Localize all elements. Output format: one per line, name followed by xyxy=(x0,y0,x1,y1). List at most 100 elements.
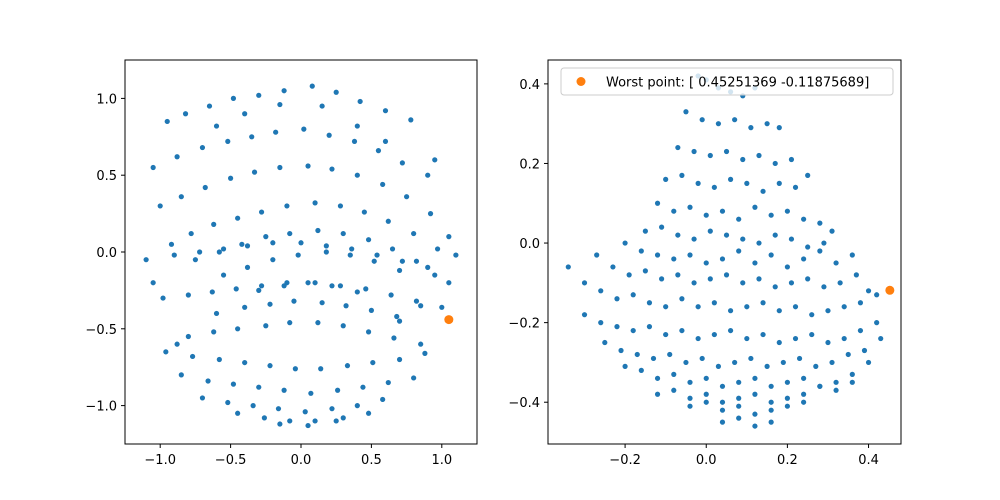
data-point xyxy=(695,180,701,186)
data-point xyxy=(825,339,831,346)
data-point xyxy=(396,318,403,324)
data-point xyxy=(861,347,868,354)
data-point xyxy=(719,208,726,214)
data-point xyxy=(228,175,234,181)
data-point xyxy=(432,157,438,163)
x-tick-label: 0.0 xyxy=(291,453,312,468)
y-tick-label: −0.5 xyxy=(85,323,117,338)
data-point xyxy=(292,366,298,372)
data-point xyxy=(188,230,194,237)
data-point xyxy=(380,396,386,403)
data-point xyxy=(748,125,754,131)
data-point xyxy=(776,125,782,131)
data-point xyxy=(614,324,620,330)
data-point xyxy=(360,384,366,390)
data-point xyxy=(792,184,799,190)
data-point xyxy=(199,144,206,151)
data-point xyxy=(225,399,231,406)
data-point xyxy=(691,236,697,242)
data-point xyxy=(408,117,414,123)
data-point xyxy=(239,241,245,247)
data-point xyxy=(736,395,742,401)
data-point xyxy=(740,280,746,286)
data-point xyxy=(874,320,880,326)
data-point xyxy=(233,286,239,292)
data-point xyxy=(277,164,283,171)
data-point xyxy=(206,103,213,109)
data-point xyxy=(707,228,713,234)
data-point xyxy=(185,292,191,298)
data-point xyxy=(291,298,297,304)
data-point xyxy=(776,180,782,186)
data-point xyxy=(829,359,835,366)
data-point xyxy=(389,246,396,252)
data-point xyxy=(404,194,410,200)
data-point xyxy=(727,327,734,334)
x-tick-label: 0.0 xyxy=(696,453,717,468)
data-point xyxy=(801,216,807,222)
data-point xyxy=(853,272,859,278)
data-point xyxy=(371,258,377,264)
data-point xyxy=(687,403,693,409)
data-point xyxy=(768,252,774,258)
data-point xyxy=(622,363,628,369)
data-point xyxy=(780,359,786,366)
x-tick-label: −0.5 xyxy=(215,453,247,468)
data-point xyxy=(752,375,758,381)
data-point xyxy=(703,260,709,266)
data-point xyxy=(333,418,339,424)
data-point xyxy=(719,419,726,425)
y-tick-label: 1.0 xyxy=(96,92,117,107)
data-point xyxy=(418,303,424,309)
data-point xyxy=(340,415,346,421)
data-point xyxy=(270,257,276,263)
data-point xyxy=(821,284,827,290)
data-point xyxy=(809,331,815,338)
data-point xyxy=(768,212,774,218)
data-point xyxy=(263,323,269,329)
data-point xyxy=(618,347,624,354)
data-point xyxy=(163,349,169,355)
data-point xyxy=(598,320,604,326)
data-point xyxy=(329,406,335,412)
data-point xyxy=(209,289,215,295)
data-point xyxy=(143,257,149,263)
data-point xyxy=(413,258,420,264)
data-point xyxy=(340,230,346,237)
data-point xyxy=(277,421,283,427)
data-point xyxy=(305,422,311,429)
y-tick-label: 0.0 xyxy=(519,237,540,252)
data-point xyxy=(244,264,251,270)
x-tick-label: −1.0 xyxy=(144,453,176,468)
data-point xyxy=(610,264,616,270)
data-point xyxy=(275,406,282,412)
data-point xyxy=(764,121,770,127)
data-point xyxy=(768,399,774,405)
data-point xyxy=(287,418,293,424)
data-point xyxy=(675,272,681,278)
data-point xyxy=(363,286,369,292)
data-point xyxy=(638,248,644,254)
data-point xyxy=(581,280,588,286)
data-point xyxy=(784,395,790,401)
data-point xyxy=(671,256,677,262)
data-point xyxy=(732,359,738,366)
data-point xyxy=(565,264,571,270)
data-point xyxy=(865,288,872,294)
data-point xyxy=(752,411,758,417)
data-point xyxy=(329,166,335,172)
data-point xyxy=(213,310,220,317)
data-point xyxy=(732,117,738,123)
data-point xyxy=(357,98,363,105)
data-point xyxy=(671,208,677,214)
data-point xyxy=(273,129,279,135)
data-point xyxy=(659,224,665,230)
data-point xyxy=(277,101,283,108)
data-point xyxy=(736,379,742,385)
data-point xyxy=(230,381,237,387)
data-point xyxy=(418,341,424,347)
data-point xyxy=(740,156,746,163)
data-point xyxy=(707,276,713,282)
data-point xyxy=(727,176,734,182)
data-point xyxy=(752,260,758,266)
